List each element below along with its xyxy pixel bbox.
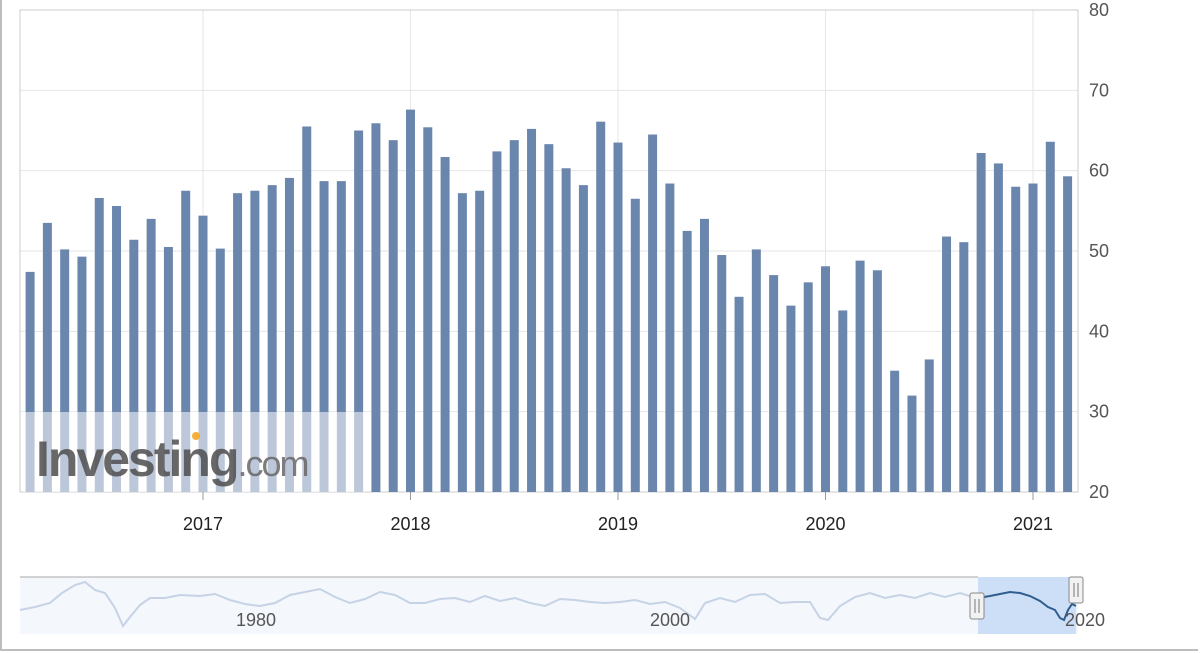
bar-2019-12[interactable] <box>803 282 813 492</box>
bar-2020-08[interactable] <box>942 236 952 492</box>
bars <box>25 109 1073 493</box>
bar-2019-11[interactable] <box>786 305 796 492</box>
bar-2017-04[interactable] <box>250 190 260 492</box>
bar-2016-05[interactable] <box>60 249 70 492</box>
y-tick-label: 50 <box>1089 241 1109 261</box>
navigator-tick-label: 2020 <box>1065 610 1105 630</box>
navigator-history-line <box>19 580 977 628</box>
bar-2020-06[interactable] <box>907 395 917 492</box>
x-tick-label: 2019 <box>598 514 638 534</box>
navigator-left-handle[interactable] <box>969 592 985 620</box>
bar-2018-10[interactable] <box>561 168 571 493</box>
x-tick-label: 2021 <box>1013 514 1053 534</box>
bar-2019-05[interactable] <box>682 230 692 492</box>
x-tick-label: 2020 <box>805 514 845 534</box>
bar-2018-12[interactable] <box>596 121 606 492</box>
y-tick-label: 60 <box>1089 161 1109 181</box>
y-tick-label: 70 <box>1089 80 1109 100</box>
bar-2019-09[interactable] <box>751 249 761 492</box>
bar-2020-12[interactable] <box>1011 186 1021 492</box>
navigator-x-axis: 1980 2000 2020 <box>236 610 1105 630</box>
navigator-right-handle[interactable] <box>1068 576 1084 604</box>
y-axis: 20 30 40 50 60 70 80 <box>1089 0 1109 502</box>
x-axis: 2017 2018 2019 2020 2021 <box>183 492 1053 534</box>
bar-2018-04[interactable] <box>457 193 467 492</box>
bar-2018-08[interactable] <box>527 128 537 493</box>
bar-2016-10[interactable] <box>146 218 156 492</box>
watermark-backdrop <box>23 412 365 492</box>
bar-2016-04[interactable] <box>42 222 52 492</box>
bar-2017-01[interactable] <box>198 215 208 493</box>
bar-2021-02[interactable] <box>1045 141 1055 492</box>
y-tick-label: 40 <box>1089 321 1109 341</box>
bar-2016-07[interactable] <box>94 197 104 493</box>
bar-2016-11[interactable] <box>163 246 173 492</box>
bar-2018-03[interactable] <box>440 157 450 492</box>
bar-2020-09[interactable] <box>959 242 969 492</box>
bar-2017-12[interactable] <box>388 140 398 492</box>
navigator-tick-label: 1980 <box>236 610 276 630</box>
bar-2020-04[interactable] <box>872 270 882 492</box>
bar-2020-02[interactable] <box>838 310 848 492</box>
bar-2017-10[interactable] <box>354 130 364 493</box>
navigator-selected-range[interactable] <box>978 577 1076 634</box>
bar-2020-07[interactable] <box>924 359 934 492</box>
x-tick-label: 2018 <box>390 514 430 534</box>
navigator[interactable]: 1980 2000 2020 <box>0 560 1200 640</box>
y-tick-label: 20 <box>1089 482 1109 502</box>
bar-2019-04[interactable] <box>665 183 675 492</box>
bar-2017-02[interactable] <box>215 248 225 492</box>
bar-2021-01[interactable] <box>1028 183 1038 492</box>
bar-2018-05[interactable] <box>475 190 485 492</box>
bar-2017-11[interactable] <box>371 123 381 493</box>
bar-2019-08[interactable] <box>734 296 744 492</box>
x-tick-label: 2017 <box>183 514 223 534</box>
bar-2020-05[interactable] <box>890 370 900 492</box>
watermark-suffix: .com <box>237 443 307 484</box>
navigator-background <box>20 577 1078 634</box>
bar-2017-09[interactable] <box>336 181 346 493</box>
bar-2018-06[interactable] <box>492 151 502 493</box>
watermark-dot-icon <box>192 432 200 440</box>
bar-2017-06[interactable] <box>284 177 294 492</box>
bar-2016-08[interactable] <box>112 206 122 492</box>
bar-2021-03[interactable] <box>1063 176 1073 493</box>
bar-2016-09[interactable] <box>129 239 139 492</box>
bar-2020-11[interactable] <box>993 163 1003 493</box>
bar-2020-01[interactable] <box>821 266 830 492</box>
bar-2018-11[interactable] <box>578 185 588 493</box>
bar-2019-10[interactable] <box>769 275 779 492</box>
y-tick-label: 80 <box>1089 0 1109 20</box>
bar-2016-12[interactable] <box>181 190 191 492</box>
bar-2017-08[interactable] <box>319 181 329 493</box>
bar-2019-02[interactable] <box>630 198 640 493</box>
bar-2016-06[interactable] <box>77 256 87 492</box>
bar-2019-03[interactable] <box>648 134 658 492</box>
bar-2018-02[interactable] <box>423 127 433 492</box>
bar-2020-10[interactable] <box>976 152 986 492</box>
y-tick-label: 30 <box>1089 402 1109 422</box>
investing-watermark: Investing.com <box>23 412 365 492</box>
bar-2019-01[interactable] <box>613 142 623 493</box>
watermark-logo: Investing.com <box>36 431 308 487</box>
bar-2019-07[interactable] <box>717 255 727 492</box>
navigator-selected-line <box>977 590 1077 622</box>
navigator-tick-label: 2000 <box>650 610 690 630</box>
bar-2017-05[interactable] <box>267 185 277 493</box>
bar-2018-09[interactable] <box>544 144 554 492</box>
bar-2020-03[interactable] <box>855 260 865 492</box>
bar-2018-07[interactable] <box>509 140 519 492</box>
bar-2019-06[interactable] <box>699 218 709 492</box>
bar-2017-03[interactable] <box>233 193 243 492</box>
bar-2017-07[interactable] <box>302 126 312 492</box>
bar-2016-03[interactable] <box>25 271 35 492</box>
bar-2018-01[interactable] <box>406 109 415 492</box>
watermark-brand: Investing <box>36 431 237 487</box>
